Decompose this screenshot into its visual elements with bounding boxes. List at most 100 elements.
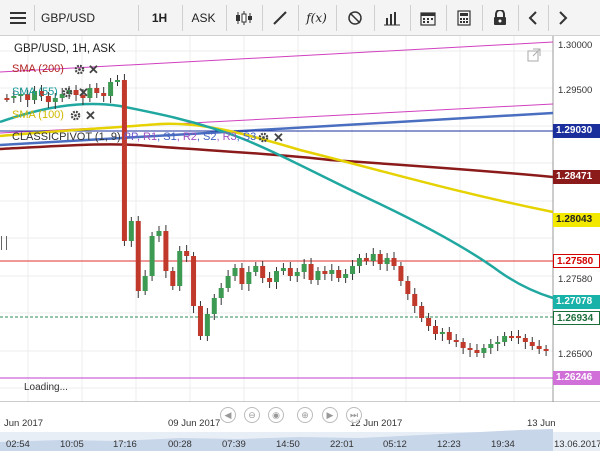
- gear-icon[interactable]: [62, 87, 73, 98]
- draw-line-icon[interactable]: [262, 5, 296, 31]
- day-label: 13 Jun: [527, 418, 556, 429]
- candle-body: [522, 338, 528, 342]
- zoom-in-icon[interactable]: ⊕: [297, 407, 313, 423]
- candle-body: [432, 326, 438, 334]
- symbol-selector[interactable]: GBP/USD: [34, 5, 134, 31]
- candle-body: [204, 314, 210, 336]
- candle-body: [170, 271, 176, 286]
- zoom-out-icon[interactable]: ⊖: [244, 407, 260, 423]
- indicator-sma200-label[interactable]: SMA (200): [12, 63, 64, 75]
- candle-body: [80, 95, 86, 98]
- price-tag-sma200: 1.28471: [553, 170, 600, 184]
- candle-body: [32, 91, 38, 100]
- indicator-pivot-label[interactable]: CLASSICPIVOT (1, 9) PP, R1, S1, R2, S2, …: [12, 131, 256, 143]
- gear-icon[interactable]: [258, 132, 269, 143]
- time-label: 12:23: [437, 439, 461, 450]
- candlestick-icon[interactable]: [226, 5, 260, 31]
- candle-body: [4, 98, 10, 100]
- candle-body: [322, 271, 328, 274]
- day-label: 09 Jun 2017: [168, 418, 221, 429]
- candle-body: [142, 276, 148, 291]
- candle-body: [94, 88, 100, 93]
- time-label-date: 13.06.2017: [554, 439, 600, 450]
- candle-body: [398, 266, 404, 281]
- candle-body: [370, 254, 376, 261]
- candle-body: [336, 270, 342, 278]
- candle-body: [38, 91, 44, 96]
- side-panel-handle[interactable]: [1, 236, 7, 250]
- candle-body: [287, 268, 293, 276]
- price-chart[interactable]: [0, 36, 600, 451]
- candle-body: [87, 88, 93, 98]
- day-label: 12 Jun 2017: [350, 418, 403, 429]
- candle-body: [11, 96, 17, 98]
- gear-icon[interactable]: [70, 110, 81, 121]
- lock-icon[interactable]: [482, 5, 516, 31]
- close-icon[interactable]: ✕: [78, 85, 89, 100]
- candle-body: [529, 342, 535, 346]
- indicator-sma100-label[interactable]: SMA (100): [12, 109, 64, 121]
- candle-body: [329, 270, 335, 274]
- candle-body: [121, 80, 127, 241]
- candle-body: [239, 268, 245, 284]
- price-tick: 1.29500: [558, 85, 593, 96]
- scroll-end-button[interactable]: ⏭: [346, 407, 362, 423]
- calendar-icon[interactable]: [410, 5, 444, 31]
- price-tag-support: 1.26246: [553, 371, 600, 385]
- close-icon[interactable]: ✕: [85, 108, 96, 123]
- candle-body: [481, 348, 487, 353]
- candle-body: [225, 276, 231, 288]
- time-label: 22:01: [330, 439, 354, 450]
- scroll-right-button[interactable]: ▶: [322, 407, 338, 423]
- candle-body: [315, 271, 321, 280]
- candle-body: [280, 268, 286, 271]
- candle-body: [439, 332, 445, 334]
- bar-chart-icon[interactable]: [374, 5, 408, 31]
- timeframe-selector[interactable]: 1H: [138, 5, 180, 31]
- chevron-right-icon[interactable]: [548, 5, 576, 31]
- function-label: f(x): [306, 11, 327, 25]
- time-label: 07:39: [222, 439, 246, 450]
- candle-body: [45, 96, 51, 102]
- pivot-item-s2: , S2: [196, 131, 217, 143]
- candle-body: [356, 258, 362, 266]
- close-icon[interactable]: ✕: [273, 130, 284, 145]
- candle-body: [426, 318, 432, 326]
- candle-body: [405, 281, 411, 294]
- candle-body: [350, 266, 356, 274]
- close-icon[interactable]: ✕: [88, 62, 99, 77]
- price-type-selector[interactable]: ASK: [182, 5, 224, 31]
- price-tag-resistance: 1.27580: [553, 254, 600, 268]
- gear-icon[interactable]: [74, 64, 85, 75]
- time-label: 19:34: [491, 439, 515, 450]
- pivot-item-s1: , S1: [157, 131, 177, 143]
- candle-body: [488, 344, 494, 348]
- candle-body: [191, 256, 197, 306]
- chevron-left-icon[interactable]: [518, 5, 546, 31]
- function-button[interactable]: f(x): [298, 5, 334, 31]
- price-tick: 1.30000: [558, 40, 593, 51]
- reset-view-button[interactable]: ◉: [268, 407, 284, 423]
- candle-body: [267, 278, 273, 282]
- no-draw-icon[interactable]: [336, 5, 372, 31]
- calculator-icon[interactable]: [446, 5, 480, 31]
- chart-area[interactable]: GBP/USD, 1H, ASK SMA (200) SMA (55) SMA …: [0, 36, 600, 451]
- candle-body: [453, 340, 459, 342]
- candle-body: [246, 272, 252, 284]
- scroll-left-button[interactable]: ◀: [220, 407, 236, 423]
- candle-body: [377, 254, 383, 264]
- price-tick: 1.26500: [558, 349, 593, 360]
- menu-icon[interactable]: [4, 5, 32, 31]
- candle-body: [474, 350, 480, 353]
- candle-body: [446, 332, 452, 340]
- candle-body: [343, 274, 349, 278]
- popout-icon[interactable]: [527, 48, 541, 62]
- candle-body: [460, 342, 466, 348]
- chart-title: GBP/USD, 1H, ASK: [14, 43, 116, 55]
- candle-body: [301, 264, 307, 272]
- candle-body: [135, 221, 141, 291]
- time-label: 05:12: [383, 439, 407, 450]
- symbol-label: GBP/USD: [41, 11, 96, 25]
- candle-body: [52, 98, 58, 102]
- indicator-sma55-label[interactable]: SMA (55): [12, 86, 58, 98]
